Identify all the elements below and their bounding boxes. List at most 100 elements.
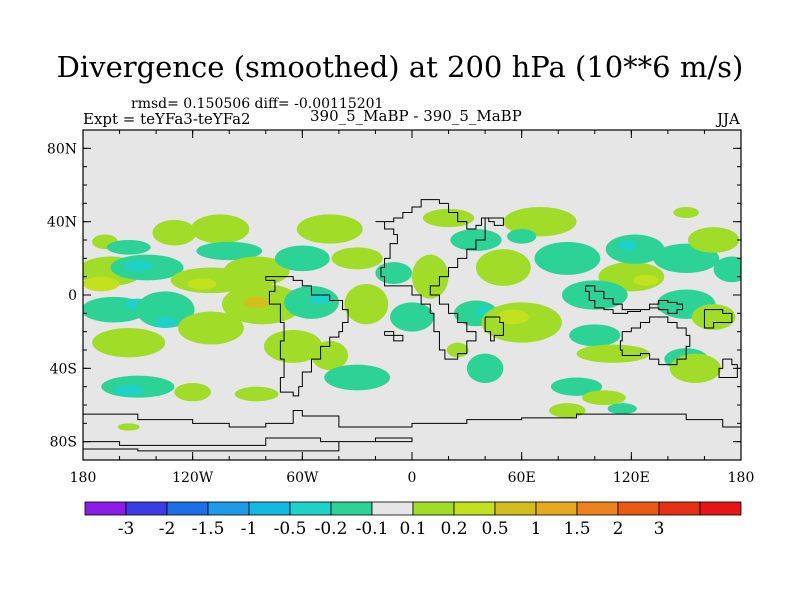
divergence-blob — [263, 329, 323, 363]
axis-ticks: 80N 40N 0 40S 80S 180 120W 60W 0 60E 120E 180 — [47, 129, 755, 486]
y-tick-label: 80S — [50, 435, 77, 451]
colorbar-swatch — [576, 501, 619, 516]
subtitle: 390_5_MaBP - 390_5_MaBP — [310, 107, 522, 125]
divergence-blob — [331, 247, 383, 270]
divergence-blob — [576, 344, 650, 363]
divergence-blob — [412, 254, 449, 299]
coastline — [703, 309, 733, 329]
divergence-blob — [691, 304, 736, 330]
divergence-blob — [324, 364, 391, 391]
coastline — [384, 331, 404, 342]
coastline — [265, 276, 349, 397]
colorbar-label: 0.5 — [481, 519, 508, 539]
colorbar-label: 1 — [531, 519, 542, 539]
divergence-blob — [92, 328, 166, 358]
colorbar-swatch — [330, 501, 373, 516]
colorbar-label: 3 — [654, 519, 665, 539]
divergence-blob — [496, 309, 529, 325]
x-tick-label: 180 — [70, 470, 97, 486]
colorbar-swatch — [289, 501, 332, 516]
divergence-blob — [422, 208, 475, 228]
y-tick-label: 40N — [47, 215, 77, 231]
colorbar-swatch — [166, 501, 209, 516]
colorbar-swatch — [125, 501, 168, 516]
colorbar-label: 0.2 — [440, 519, 467, 539]
colorbar-label: -0.1 — [356, 519, 389, 539]
divergence-blob — [123, 260, 153, 272]
colorbar-swatch — [699, 501, 742, 516]
divergence-blob — [296, 214, 363, 244]
chart-title: Divergence (smoothed) at 200 hPa (10**6 … — [56, 50, 744, 84]
coastline — [718, 358, 738, 378]
divergence-blob — [569, 324, 621, 347]
coastlines — [83, 199, 741, 452]
divergence-blob — [673, 207, 699, 218]
colorbar-label: 2 — [613, 519, 624, 539]
divergence-blob — [607, 403, 637, 415]
divergence-blob — [243, 296, 270, 308]
divergence-blob — [633, 274, 659, 286]
colorbar-label: -0.2 — [315, 519, 348, 539]
divergence-blob — [550, 377, 603, 396]
divergence-blob — [187, 278, 217, 290]
colorbar-swatch — [371, 501, 414, 516]
colorbar-label: -0.5 — [274, 519, 307, 539]
divergence-blob — [618, 240, 637, 251]
coastline — [619, 316, 691, 366]
colorbar-swatch — [535, 501, 578, 516]
divergence-blob — [223, 256, 290, 286]
divergence-blob — [178, 311, 244, 345]
colorbar-swatch — [84, 501, 127, 516]
colorbar-label: 1.5 — [563, 519, 590, 539]
coastline — [83, 410, 741, 428]
divergence-blob — [507, 229, 537, 244]
coastline — [83, 437, 413, 452]
divergence-blob — [390, 302, 434, 332]
season-label: JJA — [717, 110, 740, 128]
y-tick-label: 40S — [50, 361, 77, 377]
divergence-blob — [669, 353, 721, 384]
divergence-blob — [561, 280, 628, 310]
divergence-blob — [106, 240, 151, 255]
colorbar-label: -1.5 — [192, 519, 225, 539]
x-tick-label: 60W — [286, 470, 319, 486]
coastline — [375, 199, 504, 360]
y-tick-label: 0 — [68, 288, 77, 304]
colorbar-swatch — [248, 501, 291, 516]
colorbar: -3 -2 -1.5 -1 -0.5 -0.2 -0.1 0.1 0.2 0.5 1 1.5 2 3 — [84, 501, 742, 539]
divergence-blob — [475, 249, 531, 286]
divergence-blob — [713, 256, 741, 283]
colorbar-label: -2 — [159, 519, 176, 539]
x-tick-label: 120E — [613, 470, 650, 486]
divergence-blob — [687, 227, 740, 253]
divergence-blob — [344, 284, 389, 325]
colorbar-swatch — [658, 501, 701, 516]
colorbar-swatch — [207, 501, 250, 516]
colorbar-swatch — [412, 501, 455, 516]
divergence-blob — [196, 241, 263, 261]
divergence-blob — [152, 219, 197, 246]
colorbar-label: -1 — [241, 519, 258, 539]
divergence-blob — [136, 291, 195, 328]
divergence-blob — [174, 383, 211, 402]
divergence-blob — [190, 214, 250, 244]
divergence-blob — [274, 245, 330, 272]
stats-label: rmsd= 0.150506 diff= -0.00115201 — [131, 96, 384, 112]
experiment-label: Expt = teYFa3-teYFa2 — [83, 110, 251, 128]
x-tick-label: 120W — [172, 470, 214, 486]
divergence-blob — [154, 317, 177, 328]
x-tick-label: 180 — [728, 470, 755, 486]
colorbar-swatch — [453, 501, 496, 516]
divergence-blob — [117, 423, 140, 431]
colorbar-swatch — [617, 501, 660, 516]
colorbar-label: -3 — [118, 519, 135, 539]
divergence-blob — [114, 384, 144, 396]
divergence-blob — [466, 353, 504, 384]
coastline — [585, 285, 684, 314]
divergence-blob — [549, 403, 586, 418]
divergence-blob — [309, 293, 332, 305]
colorbar-label: 0.1 — [399, 519, 426, 539]
colorbar-swatch — [494, 501, 537, 516]
divergence-blob — [605, 234, 665, 264]
